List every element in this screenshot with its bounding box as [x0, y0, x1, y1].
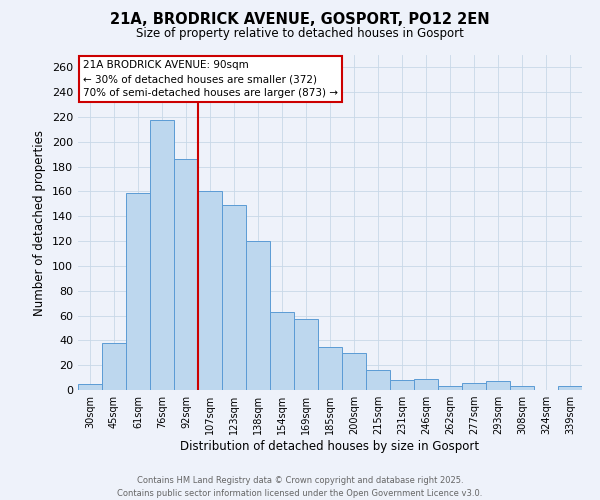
Bar — [222, 205, 246, 390]
Text: 21A BRODRICK AVENUE: 90sqm
← 30% of detached houses are smaller (372)
70% of sem: 21A BRODRICK AVENUE: 90sqm ← 30% of deta… — [83, 60, 338, 98]
Text: Contains HM Land Registry data © Crown copyright and database right 2025.
Contai: Contains HM Land Registry data © Crown c… — [118, 476, 482, 498]
Y-axis label: Number of detached properties: Number of detached properties — [34, 130, 46, 316]
Text: Size of property relative to detached houses in Gosport: Size of property relative to detached ho… — [136, 28, 464, 40]
Bar — [510, 386, 534, 390]
Bar — [150, 120, 174, 390]
Bar — [342, 353, 366, 390]
Bar — [486, 382, 510, 390]
Bar — [294, 320, 318, 390]
Text: 21A, BRODRICK AVENUE, GOSPORT, PO12 2EN: 21A, BRODRICK AVENUE, GOSPORT, PO12 2EN — [110, 12, 490, 28]
Bar — [438, 386, 462, 390]
Bar — [102, 343, 126, 390]
Bar — [366, 370, 390, 390]
Bar — [270, 312, 294, 390]
Bar — [126, 192, 150, 390]
Bar — [198, 192, 222, 390]
Bar — [246, 241, 270, 390]
Bar — [462, 382, 486, 390]
Bar — [558, 386, 582, 390]
X-axis label: Distribution of detached houses by size in Gosport: Distribution of detached houses by size … — [181, 440, 479, 453]
Bar — [78, 384, 102, 390]
Bar — [414, 379, 438, 390]
Bar — [174, 159, 198, 390]
Bar — [390, 380, 414, 390]
Bar — [318, 346, 342, 390]
